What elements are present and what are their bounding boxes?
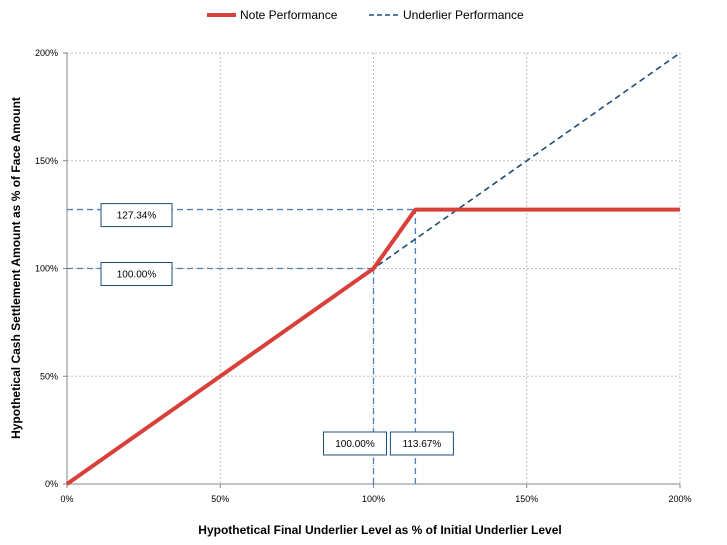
series-lines bbox=[65, 52, 681, 486]
x-tick-label-1: 50% bbox=[211, 494, 229, 504]
y-axis-title: Hypothetical Cash Settlement Amount as %… bbox=[9, 97, 23, 439]
callout-box-0 bbox=[100, 203, 173, 228]
callout-box-3 bbox=[389, 431, 454, 456]
y-tick-label-0: 0% bbox=[45, 479, 58, 489]
x-tick-label-2: 100% bbox=[362, 494, 385, 504]
y-tick-label-2: 100% bbox=[35, 264, 58, 274]
series-line-note-performance bbox=[65, 207, 680, 486]
legend: Note Performance Underlier Performance bbox=[207, 8, 524, 22]
x-tick-label-3: 150% bbox=[515, 494, 538, 504]
callout-label-0: 127.34% bbox=[117, 211, 157, 222]
x-axis-title: Hypothetical Final Underlier Level as % … bbox=[198, 523, 561, 537]
y-tick-label-4: 200% bbox=[35, 48, 58, 58]
tick-labels: 0% 50% 100% 150% 200% 0% 50% 100% 150% 200% bbox=[35, 48, 692, 504]
callout-box-1 bbox=[100, 262, 173, 286]
callout-label-2: 100.00% bbox=[335, 439, 375, 450]
callout-label-3: 113.67% bbox=[403, 439, 442, 450]
legend-label-note: Note Performance bbox=[240, 8, 338, 22]
callout-label-1: 100.00% bbox=[117, 270, 157, 281]
callouts: 127.34% 100.00% 100.00% 113.67% bbox=[100, 203, 454, 456]
x-tick-label-4: 200% bbox=[668, 494, 691, 504]
y-tick-label-3: 150% bbox=[35, 156, 58, 166]
legend-label-underlier: Underlier Performance bbox=[403, 8, 524, 22]
callout-box-2 bbox=[323, 431, 387, 456]
y-tick-label-1: 50% bbox=[40, 371, 58, 381]
x-tick-label-0: 0% bbox=[60, 494, 73, 504]
